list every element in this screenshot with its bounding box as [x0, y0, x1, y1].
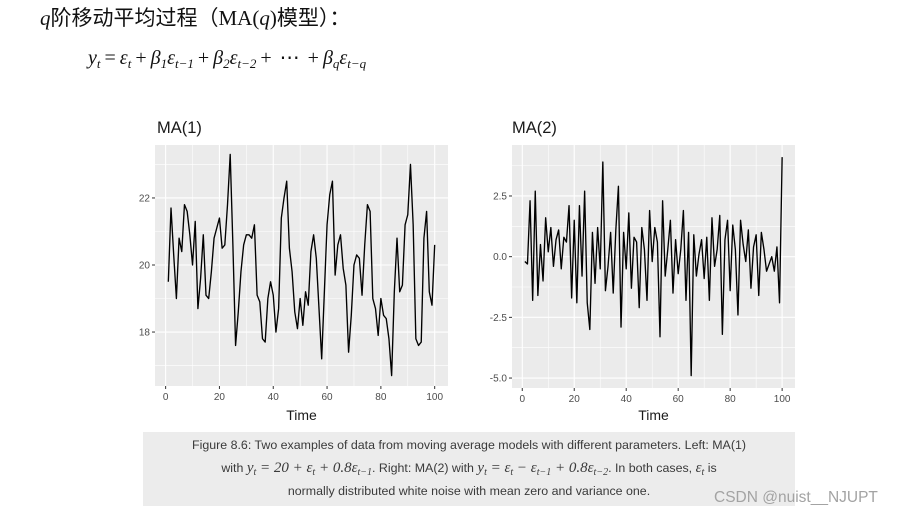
ma1-xtick-label: 80 — [375, 392, 387, 403]
formula-subscript: t — [127, 56, 132, 71]
caption-math-text: − ε — [513, 460, 537, 476]
formula-plus: + — [197, 47, 210, 69]
caption-math-subscript: t — [253, 467, 257, 478]
formula-term-eps-t-q: εt−q — [339, 47, 367, 71]
heading-q-symbol: q — [259, 6, 270, 30]
ma2-xtick-label: 60 — [673, 394, 685, 405]
formula-subscript: 1 — [160, 56, 168, 71]
caption-text: is — [704, 461, 717, 475]
ma1-xtick-label: 100 — [426, 392, 443, 403]
caption-math-subscript: t−1 — [536, 467, 552, 478]
ma2-series-line — [524, 157, 783, 377]
formula-base: y — [88, 47, 97, 69]
formula-subscript: 2 — [223, 56, 230, 71]
formula-base: ε — [119, 47, 128, 69]
ma2-ytick-label: 2.5 — [493, 191, 507, 202]
caption-math-subscript: t−1 — [357, 467, 373, 478]
caption-math-subscript: t — [484, 467, 487, 478]
ma1-xtick-label: 60 — [321, 392, 333, 403]
ma2-xtick-label: 20 — [569, 394, 581, 405]
ma1-series-line — [167, 153, 436, 377]
ma2-ytick-label: -2.5 — [490, 313, 508, 324]
formula-subscript: t−2 — [237, 56, 257, 71]
caption-math: yt = 20 + εt + 0.8εt−1 — [246, 460, 373, 478]
formula-subscript: t — [96, 56, 101, 71]
formula-plus: + — [307, 47, 319, 69]
ma1-xtick-label: 40 — [268, 392, 280, 403]
caption-math-subscript: t−2 — [593, 467, 609, 478]
formula-base: β — [150, 47, 161, 69]
ma2-ytick-label: -5.0 — [490, 374, 508, 385]
ma2-plot-layer: -5.0 -2.5 0.0 2.5 0 20 40 60 80 100 — [490, 145, 795, 405]
ma1-ytick-label: 18 — [139, 328, 151, 339]
ma2-ytick-label: 0.0 — [493, 252, 507, 263]
caption-math-subscript: t — [510, 467, 514, 478]
ma1-plot-layer: 18 20 22 0 20 40 60 80 100 — [139, 145, 448, 403]
caption-math-text: y — [246, 460, 254, 476]
formula-ellipsis: ⋯ — [279, 47, 300, 69]
caption-math-subscript: t — [701, 467, 705, 478]
ma1-xtick-label: 0 — [163, 392, 169, 403]
formula-subscript: t−q — [347, 56, 367, 71]
ma1-x-axis-title: Time — [286, 407, 317, 423]
formula-term-y: yt — [88, 47, 101, 71]
caption-line-1: Figure 8.6: Two examples of data from mo… — [192, 438, 746, 452]
formula-equals: = — [104, 47, 116, 69]
formula-base: β — [213, 47, 224, 69]
formula-term-eps-t: εt — [119, 47, 132, 71]
formula-term-eps-t-2: εt−2 — [229, 47, 257, 71]
caption-line-3: normally distributed white noise with me… — [287, 484, 651, 498]
formula-term-eps-t-1: εt−1 — [167, 47, 194, 71]
ma2-xtick-label: 0 — [519, 394, 525, 405]
ma2-xtick-label: 40 — [621, 394, 633, 405]
caption-math: yt = εt − εt−1 + 0.8εt−2 — [477, 460, 609, 478]
ma2-xtick-label: 80 — [725, 394, 737, 405]
section-heading: q阶移动平均过程（MA(q)模型）： — [40, 4, 350, 32]
caption-text: . Right: MA(2) with — [372, 461, 478, 475]
caption-line-2: with yt = 20 + εt + 0.8εt−1. Right: MA(2… — [143, 457, 795, 480]
ma2-chart: -5.0 -2.5 0.0 2.5 0 20 40 60 80 100 MA(2) Time — [490, 119, 795, 423]
ma2-chart-title: MA(2) — [512, 119, 557, 137]
caption-text: . In both cases, — [608, 461, 696, 475]
heading-text: 阶移动平均过程（MA( — [50, 6, 260, 30]
ma-q-formula: yt = εt + β1εt−1 + β2εt−2 + ⋯ + βqεt−q — [88, 44, 366, 72]
caption-math-text: = ε — [486, 460, 511, 476]
formula-term-beta-1: β1 — [150, 47, 168, 71]
caption-text: with — [221, 461, 247, 475]
formula-base: β — [322, 47, 333, 69]
heading-q-symbol: q — [40, 6, 51, 30]
formula-subscript: q — [332, 56, 340, 71]
formula-base: ε — [339, 47, 348, 69]
ma2-x-axis-title: Time — [638, 407, 669, 423]
caption-math-text: + 0.8ε — [551, 460, 594, 476]
formula-base: ε — [229, 47, 238, 69]
csdn-watermark: CSDN @nuist__NJUPT — [714, 489, 878, 506]
figure-caption: Figure 8.6: Two examples of data from mo… — [143, 432, 795, 506]
ma2-xtick-label: 100 — [774, 394, 791, 405]
caption-math-text: ε — [695, 460, 702, 476]
ma1-chart-title: MA(1) — [157, 119, 202, 137]
formula-plus: + — [135, 47, 147, 69]
caption-math: εt — [695, 460, 705, 478]
ma1-ytick-label: 22 — [139, 193, 151, 204]
formula-subscript: t−1 — [174, 56, 194, 71]
formula-plus: + — [260, 47, 272, 69]
ma1-ytick-label: 20 — [139, 260, 151, 271]
formula-term-beta-q: βq — [322, 47, 340, 71]
formula-term-beta-2: β2 — [213, 47, 230, 71]
formula-base: ε — [167, 47, 175, 69]
ma1-chart: 18 20 22 0 20 40 60 80 100 MA(1) Time — [139, 119, 448, 423]
caption-math-text: = 20 + ε — [256, 460, 313, 476]
caption-math-text: y — [477, 460, 485, 476]
heading-text-end: )模型）： — [269, 6, 351, 30]
ma1-xtick-label: 20 — [214, 392, 226, 403]
caption-math-subscript: t — [312, 467, 316, 478]
caption-math-text: + 0.8ε — [315, 460, 358, 476]
